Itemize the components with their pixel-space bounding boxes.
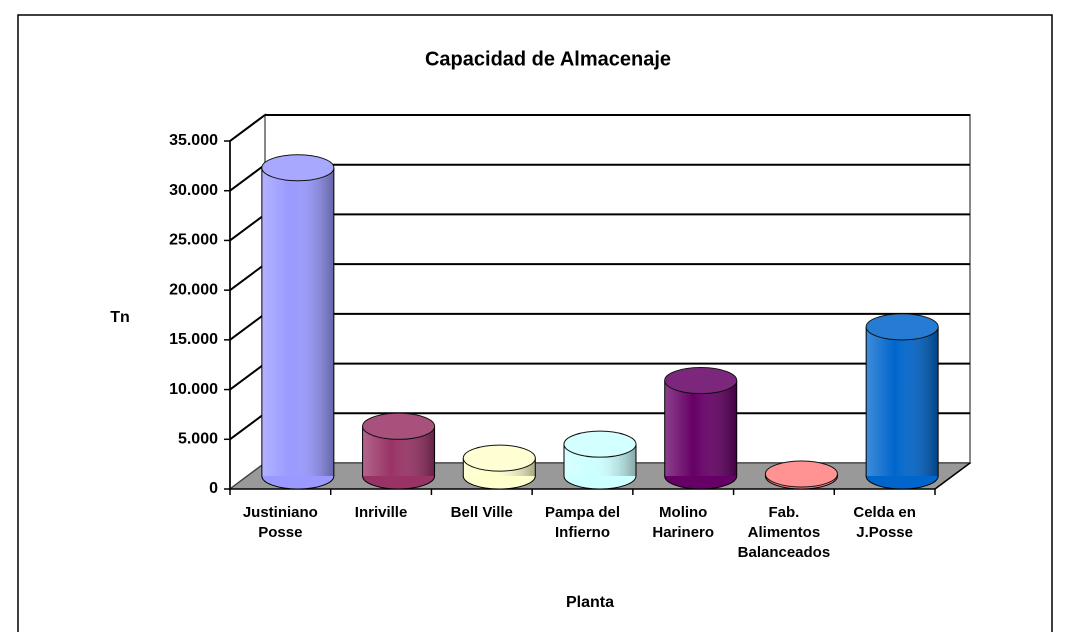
bar-top [865, 313, 939, 341]
bar-top [362, 412, 436, 440]
side-wall [229, 113, 266, 491]
y-tick-label: 20.000 [169, 281, 218, 298]
bar-top [664, 367, 738, 395]
grid-line [229, 313, 266, 341]
y-tick-label: 15.000 [169, 331, 218, 348]
x-tick-label: Bell Ville [450, 504, 513, 521]
bar-top [563, 430, 637, 458]
bar-top-shading [564, 431, 636, 458]
x-tick-label: Celda en J.Posse [853, 504, 916, 541]
y-tick-label: 35.000 [169, 132, 218, 149]
x-axis-depth [934, 462, 971, 490]
y-tick-label: 30.000 [169, 182, 218, 199]
bar-top-shading [765, 461, 838, 488]
bar-shading [664, 380, 737, 476]
grid-line [229, 213, 266, 242]
y-tick-label: 5.000 [178, 431, 218, 448]
grid-line [229, 114, 266, 142]
y-tick-label: 0 [209, 480, 218, 497]
frame [17, 14, 1053, 632]
x-tick-label: Justiniano Posse [242, 504, 318, 541]
chart-title: Capacidad de Almacenaje [425, 48, 671, 70]
bar-top-shading [866, 313, 939, 340]
bar-top [261, 154, 335, 182]
bar-top-shading [261, 154, 334, 181]
x-tick-label: Fab. Alimentos Balanceados [737, 504, 831, 561]
bar-top-shading [463, 445, 536, 472]
x-tick-label: Inriville [354, 504, 408, 521]
grid-line [229, 163, 266, 192]
bar-shading [261, 167, 334, 476]
y-tick-label: 25.000 [169, 232, 218, 249]
back-wall [264, 114, 971, 464]
bar-shading [866, 326, 939, 476]
x-tick-label: Pampa del Infierno [544, 504, 621, 541]
bar-top-shading [362, 413, 435, 440]
bar-top [764, 460, 838, 488]
x-axis-label: Planta [566, 594, 614, 611]
grid-line [229, 263, 266, 291]
grid-line [229, 362, 266, 391]
y-tick-label: 10.000 [169, 381, 218, 398]
bar-top-shading [664, 367, 737, 394]
y-axis-label: Tn [110, 309, 130, 326]
bar-top [462, 444, 536, 472]
grid-line [229, 412, 266, 441]
x-tick-label: Molino Harinero [652, 504, 715, 541]
